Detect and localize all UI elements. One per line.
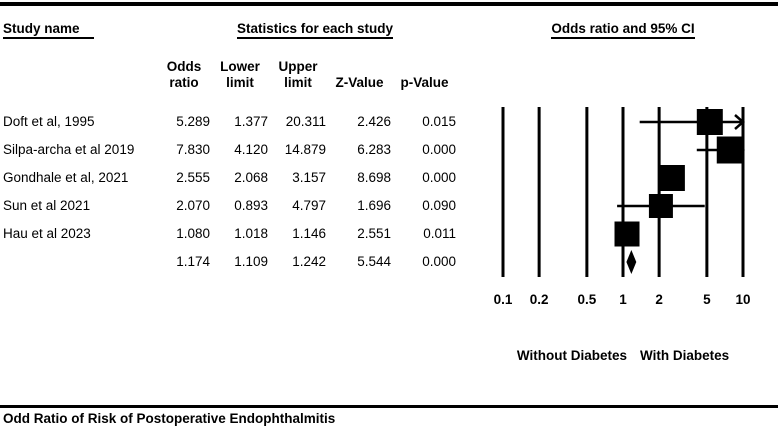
axis-tick-label: 0.2 [530, 292, 549, 307]
summary-diamond [626, 250, 637, 274]
cell-lower-limit: 1.109 [234, 254, 268, 269]
cell-odds-ratio: 5.289 [176, 114, 210, 129]
column-header: Z-Value [335, 75, 384, 90]
axis-tick-label: 10 [735, 292, 750, 307]
axis-tick-label: 2 [655, 292, 663, 307]
column-header: p-Value [400, 75, 449, 90]
bottom-rule [0, 405, 778, 408]
cell-z-value: 8.698 [357, 170, 391, 185]
cell-study-name: Hau et al 2023 [3, 226, 91, 241]
statistics-header-text: Statistics for each study [236, 21, 394, 39]
cell-lower-limit: 2.068 [234, 170, 268, 185]
cell-z-value: 6.283 [357, 142, 391, 157]
cell-upper-limit: 20.311 [285, 114, 326, 129]
cell-p-value: 0.000 [422, 142, 456, 157]
cell-upper-limit: 1.242 [292, 254, 326, 269]
study-name-header: Study name [3, 21, 94, 39]
cell-odds-ratio: 7.830 [176, 142, 210, 157]
top-rule [0, 2, 778, 6]
without-diabetes-label: Without Diabetes [516, 348, 627, 363]
table-row: Sun et al 2021 2.070 0.893 4.797 1.696 0… [0, 192, 480, 220]
figure-caption: Odd Ratio of Risk of Postoperative Endop… [3, 411, 336, 426]
odds-ratio-ci-header-text: Odds ratio and 95% CI [551, 21, 695, 39]
ci-clip-arrow [734, 114, 745, 130]
cell-lower-limit: 1.377 [234, 114, 268, 129]
cell-z-value: 2.426 [357, 114, 391, 129]
axis-tick-label: 0.1 [494, 292, 513, 307]
axis-tick-label: 1 [619, 292, 627, 307]
cell-study-name: Sun et al 2021 [3, 198, 91, 213]
axis-tick-label: 0.5 [577, 292, 596, 307]
odds-ratio-ci-header: Odds ratio and 95% CI [488, 21, 758, 39]
effect-size-square [614, 221, 640, 247]
table-row: Silpa-archa et al 2019 7.830 4.120 14.87… [0, 136, 480, 164]
cell-odds-ratio: 1.174 [176, 254, 210, 269]
table-row: Gondhale et al, 2021 2.555 2.068 3.157 8… [0, 164, 480, 192]
cell-p-value: 0.090 [422, 198, 456, 213]
cell-z-value: 1.696 [357, 198, 391, 213]
cell-lower-limit: 0.893 [234, 198, 268, 213]
cell-study-name: Silpa-archa et al 2019 [3, 142, 135, 157]
cell-lower-limit: 4.120 [234, 142, 268, 157]
table-row: 1.174 1.109 1.242 5.544 0.000 [0, 248, 480, 276]
cell-p-value: 0.000 [422, 170, 456, 185]
axis-tick-label: 5 [703, 292, 711, 307]
column-header: Upper limit [278, 59, 318, 90]
cell-odds-ratio: 1.080 [176, 226, 210, 241]
statistics-header: Statistics for each study [160, 21, 470, 39]
study-name-header-text: Study name [3, 21, 94, 39]
cell-z-value: 2.551 [357, 226, 391, 241]
column-header: Lower limit [220, 59, 260, 90]
effect-size-square [648, 194, 673, 218]
cell-study-name: Gondhale et al, 2021 [3, 170, 129, 185]
cell-p-value: 0.000 [422, 254, 456, 269]
axis-group-labels: Without Diabetes With Diabetes [488, 348, 758, 363]
cell-odds-ratio: 2.555 [176, 170, 210, 185]
effect-size-square [716, 136, 744, 164]
cell-p-value: 0.015 [422, 114, 456, 129]
table-row: Hau et al 2023 1.080 1.018 1.146 2.551 0… [0, 220, 480, 248]
cell-lower-limit: 1.018 [234, 226, 268, 241]
cell-upper-limit: 1.146 [292, 226, 326, 241]
with-diabetes-label: With Diabetes [639, 348, 730, 363]
cell-odds-ratio: 2.070 [176, 198, 210, 213]
column-header: Odds ratio [166, 59, 202, 90]
table-row: Doft et al, 1995 5.289 1.377 20.311 2.42… [0, 108, 480, 136]
cell-study-name: Doft et al, 1995 [3, 114, 95, 129]
effect-size-square [696, 109, 723, 135]
cell-upper-limit: 14.879 [284, 142, 326, 157]
cell-upper-limit: 4.797 [292, 198, 326, 213]
effect-size-square [658, 165, 685, 191]
cell-z-value: 5.544 [357, 254, 391, 269]
forest-plot-svg: 0.1 0.2 0.5 1 2 5 10 [494, 107, 751, 307]
cell-p-value: 0.011 [423, 226, 456, 241]
cell-upper-limit: 3.157 [292, 170, 326, 185]
